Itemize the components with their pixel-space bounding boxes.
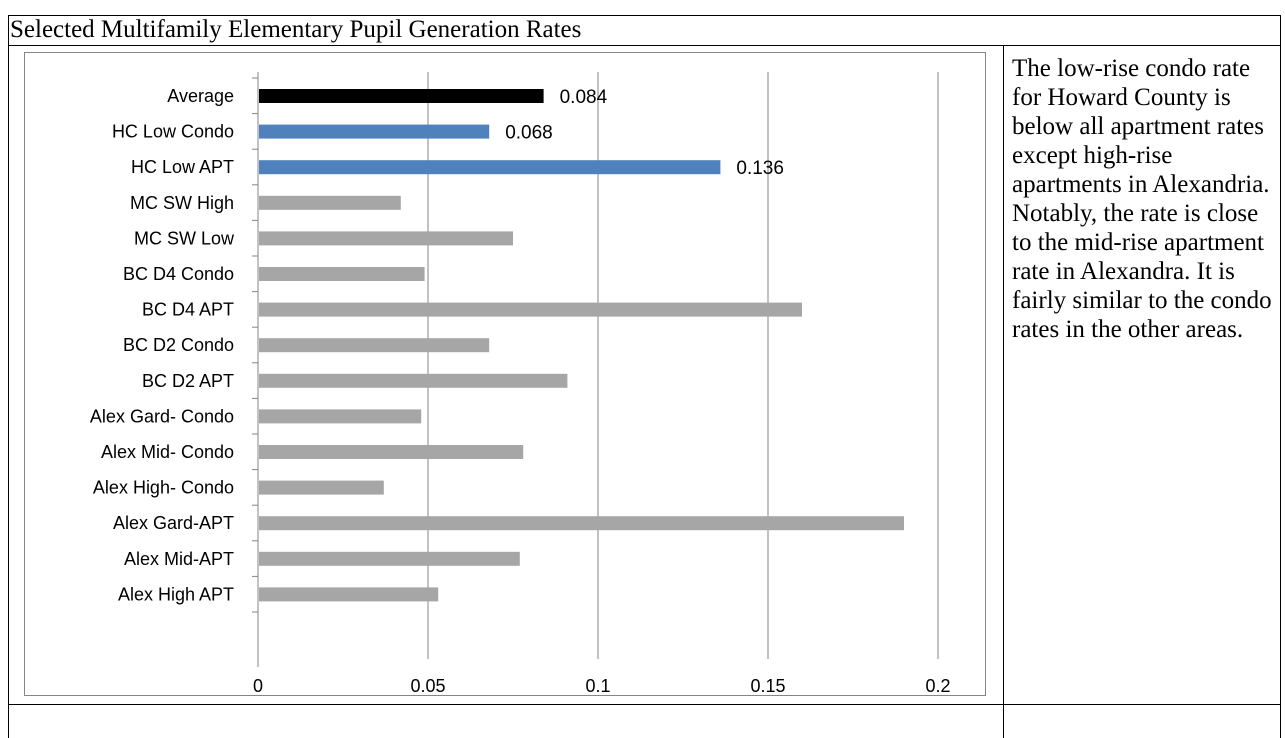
- category-label: BC D2 Condo: [123, 335, 234, 355]
- chart-area: 0 0.05 0.1 0.15 0.2 Average 0.084 HC Low Condo 0…: [24, 52, 986, 696]
- category-label: BC D2 APT: [142, 371, 234, 391]
- bar: [259, 551, 520, 566]
- bar: [259, 373, 568, 388]
- x-tick-label: 0.05: [410, 676, 445, 695]
- category-label: MC SW High: [130, 193, 234, 213]
- data-label: 0.084: [560, 87, 608, 108]
- x-tick-label: 0.15: [750, 676, 785, 695]
- category-label: Alex Gard-APT: [113, 513, 234, 533]
- table-border-top: [8, 15, 1281, 16]
- bar: [259, 338, 490, 353]
- data-label: 0.068: [505, 123, 553, 144]
- bar: [259, 516, 904, 531]
- bar: [259, 587, 439, 602]
- bar: [259, 409, 422, 424]
- category-label: Alex Mid-APT: [124, 549, 234, 569]
- bar: [259, 445, 524, 459]
- bar: [259, 195, 401, 210]
- table-border-left: [8, 15, 9, 738]
- category-label: BC D4 Condo: [123, 264, 234, 284]
- bar: [259, 231, 513, 246]
- x-tick-label: 0.2: [925, 676, 950, 695]
- bar: [259, 160, 721, 175]
- x-tick-label: 0.1: [585, 676, 610, 695]
- bar: [259, 124, 490, 139]
- category-label: Average: [167, 86, 234, 106]
- bar: [259, 267, 425, 281]
- category-label: BC D4 APT: [142, 300, 234, 320]
- category-label: Alex High- Condo: [93, 478, 234, 498]
- x-tick-label: 0: [253, 676, 263, 695]
- bar: [259, 480, 384, 495]
- category-label: HC Low APT: [131, 157, 234, 177]
- table-title: Selected Multifamily Elementary Pupil Ge…: [10, 16, 582, 43]
- data-label: 0.136: [736, 158, 784, 179]
- category-label: Alex Gard- Condo: [90, 406, 234, 426]
- table-border-right: [1280, 15, 1281, 738]
- bar: [259, 302, 802, 317]
- bar-chart: 0 0.05 0.1 0.15 0.2 Average 0.084 HC Low Condo 0…: [90, 72, 951, 695]
- chart-note: The low-rise condo rate for Howard Count…: [1012, 55, 1272, 343]
- category-label: MC SW Low: [134, 228, 235, 248]
- category-label: Alex High APT: [118, 584, 234, 604]
- bar: [259, 89, 544, 103]
- table-column-divider: [1003, 45, 1004, 738]
- table-row-divider-top: [8, 45, 1281, 46]
- table-row-divider-bottom: [8, 704, 1281, 705]
- category-label: HC Low Condo: [112, 122, 234, 142]
- category-label: Alex Mid- Condo: [101, 442, 234, 462]
